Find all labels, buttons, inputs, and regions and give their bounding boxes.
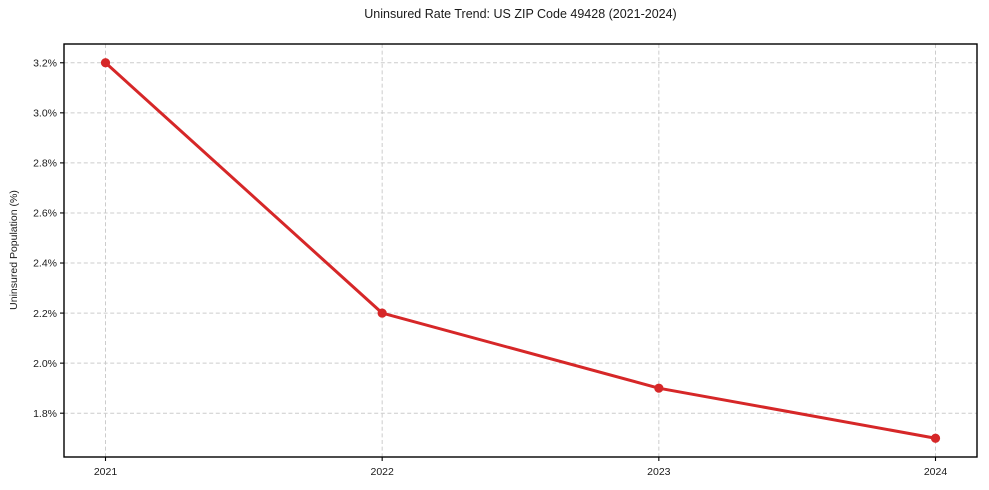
- chart-title: Uninsured Rate Trend: US ZIP Code 49428 …: [364, 7, 677, 21]
- x-tick-label: 2021: [94, 466, 118, 478]
- x-tick-label: 2024: [924, 466, 948, 478]
- y-tick-label: 3.0%: [33, 108, 57, 120]
- y-tick-label: 2.0%: [33, 358, 57, 370]
- y-tick-label: 3.2%: [33, 57, 57, 69]
- y-tick-label: 2.6%: [33, 208, 57, 220]
- data-point: [930, 433, 941, 443]
- data-point: [100, 58, 111, 68]
- x-tick-label: 2023: [647, 466, 671, 478]
- plot-border: [63, 43, 978, 458]
- data-point: [377, 308, 387, 318]
- y-tick-label: 1.8%: [33, 408, 57, 420]
- trend-line: [104, 61, 937, 440]
- y-tick-label: 2.4%: [33, 258, 57, 270]
- y-tick-label: 2.8%: [33, 158, 57, 170]
- data-point: [654, 383, 664, 393]
- y-tick-label: 2.2%: [33, 308, 57, 320]
- x-tick-label: 2022: [370, 466, 394, 478]
